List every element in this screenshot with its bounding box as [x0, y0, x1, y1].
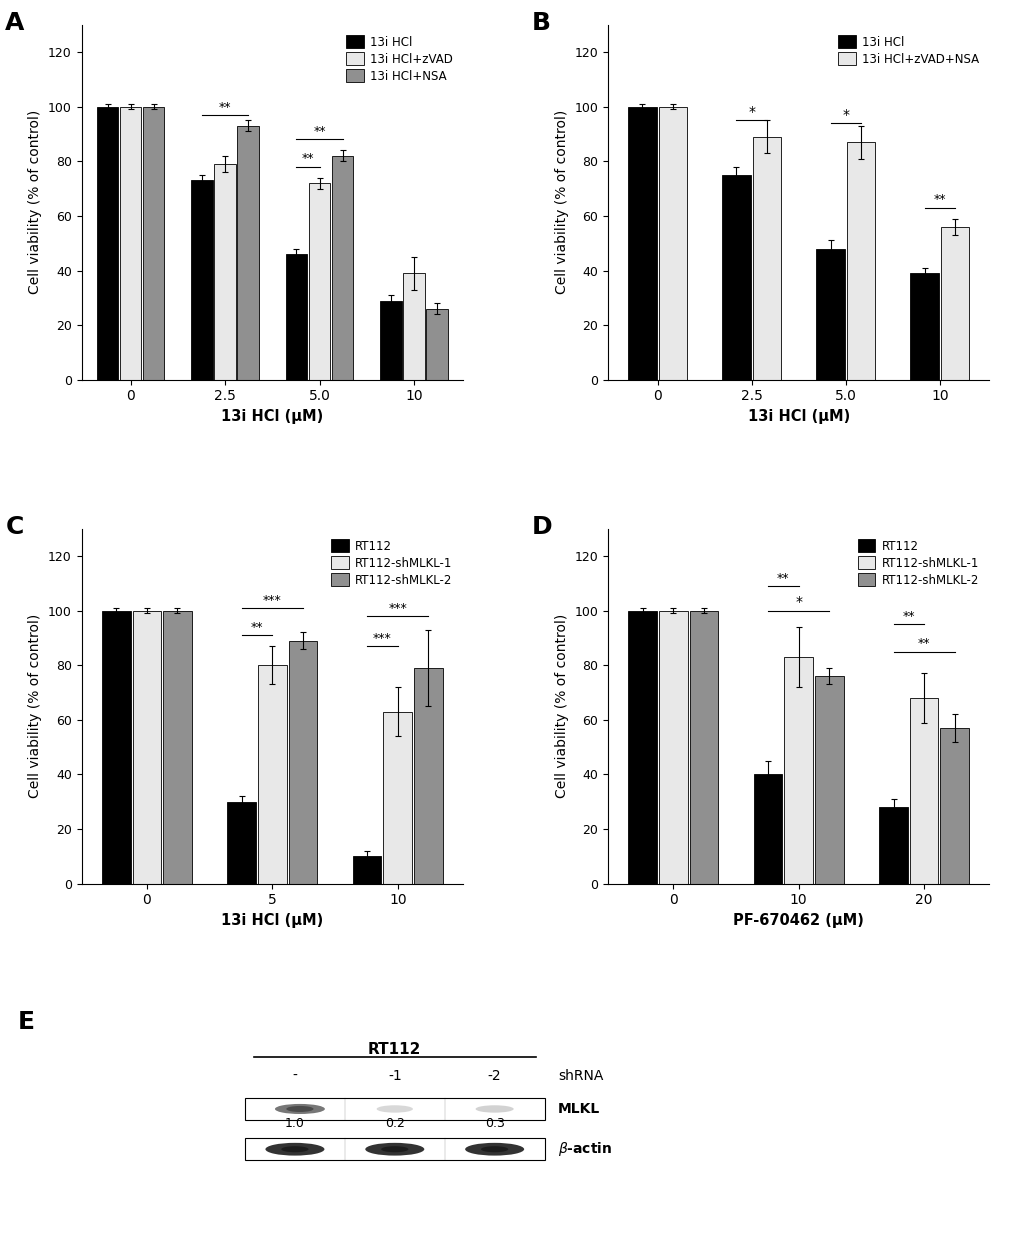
- Y-axis label: Cell viability (% of control): Cell viability (% of control): [29, 614, 43, 799]
- Bar: [426, 309, 447, 380]
- Text: C: C: [5, 514, 23, 539]
- Ellipse shape: [275, 1104, 325, 1114]
- Text: **: **: [902, 610, 914, 623]
- Legend: 13i HCl, 13i HCl+zVAD+NSA: 13i HCl, 13i HCl+zVAD+NSA: [833, 31, 982, 71]
- Text: $\beta$-actin: $\beta$-actin: [557, 1140, 612, 1159]
- Bar: [383, 712, 412, 883]
- Bar: [658, 611, 687, 883]
- Bar: [628, 611, 656, 883]
- X-axis label: 13i HCl (μM): 13i HCl (μM): [747, 409, 849, 424]
- Text: MLKL: MLKL: [557, 1102, 600, 1117]
- Legend: 13i HCl, 13i HCl+zVAD, 13i HCl+NSA: 13i HCl, 13i HCl+zVAD, 13i HCl+NSA: [341, 31, 457, 87]
- Bar: [288, 641, 317, 883]
- Bar: [910, 273, 937, 380]
- FancyBboxPatch shape: [245, 1098, 544, 1120]
- Text: -1: -1: [387, 1069, 401, 1083]
- Text: **: **: [313, 125, 325, 138]
- Bar: [258, 666, 286, 883]
- FancyBboxPatch shape: [245, 1139, 544, 1160]
- Text: D: D: [531, 514, 551, 539]
- Text: **: **: [219, 101, 231, 113]
- Ellipse shape: [365, 1143, 424, 1155]
- Ellipse shape: [265, 1143, 324, 1155]
- Legend: RT112, RT112-shMLKL-1, RT112-shMLKL-2: RT112, RT112-shMLKL-1, RT112-shMLKL-2: [326, 534, 457, 591]
- Bar: [163, 611, 192, 883]
- Bar: [784, 657, 812, 883]
- Bar: [143, 107, 164, 380]
- Bar: [227, 801, 256, 883]
- Bar: [940, 227, 968, 380]
- X-axis label: 13i HCl (μM): 13i HCl (μM): [221, 913, 323, 928]
- Legend: RT112, RT112-shMLKL-1, RT112-shMLKL-2: RT112, RT112-shMLKL-1, RT112-shMLKL-2: [852, 534, 982, 591]
- Bar: [102, 611, 130, 883]
- Y-axis label: Cell viability (% of control): Cell viability (% of control): [554, 111, 569, 294]
- Bar: [403, 273, 424, 380]
- Bar: [940, 728, 968, 883]
- Text: *: *: [795, 595, 801, 610]
- Text: ***: ***: [263, 594, 281, 606]
- Ellipse shape: [381, 1146, 408, 1153]
- Ellipse shape: [481, 1146, 507, 1153]
- Bar: [132, 611, 161, 883]
- Text: **: **: [932, 194, 946, 206]
- Bar: [380, 301, 401, 380]
- Bar: [846, 143, 874, 380]
- Bar: [878, 807, 907, 883]
- Ellipse shape: [475, 1105, 514, 1113]
- Bar: [353, 856, 381, 883]
- Text: *: *: [842, 108, 849, 122]
- Text: 0.2: 0.2: [384, 1118, 405, 1130]
- Text: shRNA: shRNA: [557, 1069, 603, 1083]
- Bar: [753, 775, 782, 883]
- Bar: [192, 180, 213, 380]
- Bar: [214, 164, 235, 380]
- Text: E: E: [18, 1011, 35, 1035]
- Text: -2: -2: [487, 1069, 501, 1083]
- Text: 1.0: 1.0: [284, 1118, 305, 1130]
- Text: **: **: [251, 621, 263, 633]
- Bar: [909, 698, 937, 883]
- Bar: [120, 107, 142, 380]
- Bar: [309, 183, 330, 380]
- Text: A: A: [5, 11, 24, 35]
- Bar: [237, 125, 259, 380]
- Text: *: *: [747, 106, 754, 119]
- Bar: [331, 155, 353, 380]
- Bar: [815, 248, 844, 380]
- X-axis label: PF-670462 (μM): PF-670462 (μM): [733, 913, 863, 928]
- Text: ***: ***: [388, 601, 407, 615]
- Text: 0.3: 0.3: [484, 1118, 504, 1130]
- Text: ***: ***: [373, 632, 391, 645]
- Bar: [814, 676, 843, 883]
- Text: **: **: [302, 153, 314, 165]
- Ellipse shape: [286, 1105, 313, 1112]
- X-axis label: 13i HCl (μM): 13i HCl (μM): [221, 409, 323, 424]
- Bar: [658, 107, 686, 380]
- Text: RT112: RT112: [368, 1042, 421, 1057]
- Ellipse shape: [376, 1105, 413, 1113]
- Bar: [414, 668, 442, 883]
- Bar: [689, 611, 717, 883]
- Y-axis label: Cell viability (% of control): Cell viability (% of control): [29, 111, 43, 294]
- Text: B: B: [531, 11, 550, 35]
- Ellipse shape: [281, 1146, 309, 1153]
- Bar: [721, 175, 750, 380]
- Bar: [285, 255, 307, 380]
- Bar: [97, 107, 118, 380]
- Text: **: **: [917, 637, 929, 651]
- Text: -: -: [292, 1069, 298, 1083]
- Bar: [628, 107, 656, 380]
- Y-axis label: Cell viability (% of control): Cell viability (% of control): [554, 614, 569, 799]
- Bar: [752, 137, 781, 380]
- Ellipse shape: [465, 1143, 524, 1155]
- Text: **: **: [776, 571, 789, 585]
